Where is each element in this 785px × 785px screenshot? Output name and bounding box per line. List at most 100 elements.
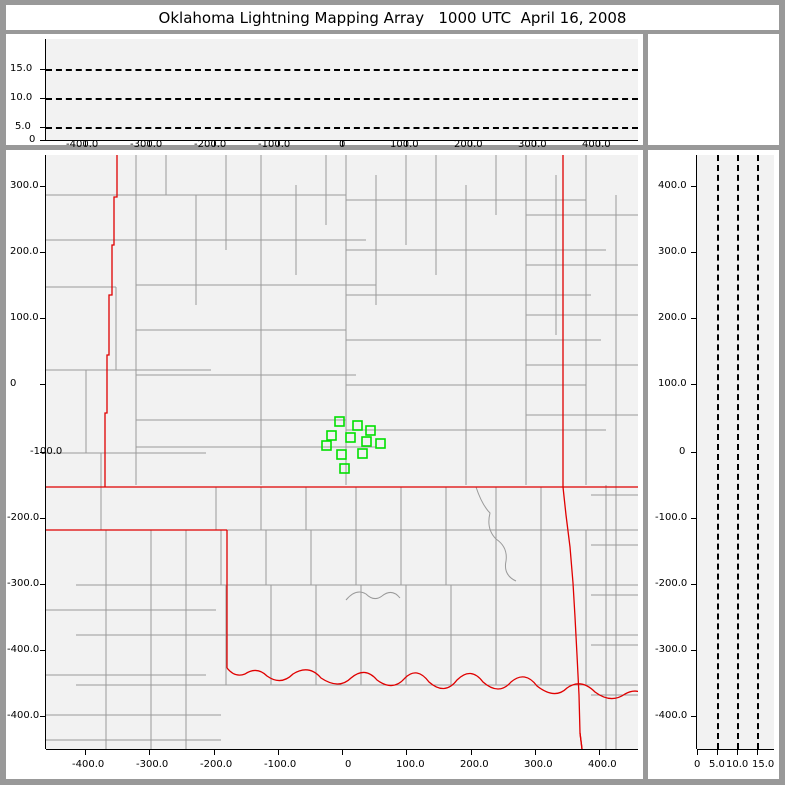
map-x-tick--300 [149,750,150,755]
right-y-tick-400 [691,186,697,187]
map-y-tick--200 [40,584,46,585]
x-tick-0 [342,141,343,146]
y-tick-5 [40,127,46,128]
x-ticklabel--100: -100.0 [258,139,291,150]
gridline-y-5 [46,127,638,129]
map-x-ticklabel-0: 0 [345,759,352,770]
map-x-tick--200 [214,750,215,755]
map-x-ticklabel-200: 200.0 [460,759,489,770]
plot-area-top-left[interactable] [46,39,638,140]
gridline-y-15 [46,69,638,71]
gridline-x-15 [757,155,759,749]
x-tick-100 [406,141,407,146]
x-tick-300 [535,141,536,146]
map-y-ticklabel--400b: -400.0 [7,710,40,721]
right-y-ticklabel-100: 100.0 [658,378,687,389]
panel-blank-top-right[interactable] [648,34,779,145]
map-x-tick-300 [535,750,536,755]
map-y-tick-300 [40,252,46,253]
right-y-ticklabel--300: -300.0 [655,644,688,655]
map-x-ticklabel-300: 300.0 [524,759,553,770]
panel-altitude-vs-north-south[interactable]: 400.0 300.0 200.0 100.0 0 -100.0 -200.0 … [648,150,779,779]
x-tick--100 [278,141,279,146]
x-ticklabel--200: -200.0 [194,139,227,150]
map-y-tick--400 [40,716,46,717]
right-x-tick-15 [757,750,758,755]
right-y-ticklabel--100: -100.0 [655,512,688,523]
right-y-ticklabel-0: 0 [679,446,686,457]
gridline-x-10 [737,155,739,749]
x-ticklabel--400: -400.0 [66,139,99,150]
map-x-tick-0 [342,750,343,755]
x-ticklabel-0: 0 [339,139,346,150]
right-y-tick-300 [691,252,697,253]
map-y-tick-0 [40,452,46,453]
x-ticklabel--300: -300.0 [130,139,163,150]
right-y-ticklabel--200: -200.0 [655,578,688,589]
right-x-ticklabel-15: 15.0 [752,759,775,770]
map-x-ticklabel-400: 400.0 [588,759,617,770]
map-y-ticklabel-400: 300.0 [10,180,39,191]
page-title: Oklahoma Lightning Mapping Array 1000 UT… [158,8,627,27]
map-x-tick-400 [599,750,600,755]
right-y-ticklabel-200: 200.0 [658,312,687,323]
map-y-tick-100 [40,384,46,385]
map-y-tick--300 [40,650,46,651]
map-y-ticklabel--300: -400.0 [7,644,40,655]
map-y-tick--100 [40,518,46,519]
map-y-ticklabel--100: -200.0 [7,512,40,523]
map-y-ticklabel-100: 0 [10,378,17,389]
right-x-ticklabel-5: 5.0 [709,759,725,770]
gridline-x-5 [717,155,719,749]
right-y-tick--100 [691,518,697,519]
right-x-tick-10 [737,750,738,755]
map-y-tick-200 [40,318,46,319]
plot-area-right[interactable] [697,155,774,749]
map-y-ticklabel-200: 100.0 [10,312,39,323]
map-graphic [46,155,638,749]
map-y-ticklabel-300: 200.0 [10,246,39,257]
panel-time-vs-east-west[interactable]: 15.0 10.0 5.0 0 [6,34,643,146]
right-x-ticklabel-10: 10.0 [726,759,749,770]
title-bar: Oklahoma Lightning Mapping Array 1000 UT… [6,5,779,30]
right-x-tick-5 [717,750,718,755]
x-tick--200 [214,141,215,146]
map-y-ticklabel-0: -100.0 [30,446,63,457]
y-tick-10 [40,98,46,99]
right-y-ticklabel-300: 300.0 [658,246,687,257]
map-y-tick-400 [40,186,46,187]
right-x-tick-0 [697,750,698,755]
panel-map[interactable]: 300.0 200.0 100.0 0 -100.0 -200.0 -300.0… [6,150,643,779]
y-tick-0 [40,140,46,141]
y-ticklabel-15: 15.0 [10,63,33,74]
map-x-ticklabel--300: -300.0 [136,759,169,770]
right-x-ticklabel-0: 0 [694,759,701,770]
map-y-ticklabel--200: -300.0 [7,578,40,589]
gridline-y-10 [46,98,638,100]
state-borders [46,155,638,749]
map-x-tick-100 [406,750,407,755]
map-x-ticklabel--100: -100.0 [264,759,297,770]
y-ticklabel-10: 10.0 [10,92,33,103]
map-x-ticklabel--400: -400.0 [72,759,105,770]
map-x-tick-200 [471,750,472,755]
x-tick--300 [149,141,150,146]
plot-area-map[interactable] [46,155,638,749]
right-y-tick-0 [691,452,697,453]
right-y-tick--300 [691,650,697,651]
x-ticklabel-300: 300.0 [518,139,547,150]
map-x-ticklabel-100: 100.0 [396,759,425,770]
x-tick-400 [599,141,600,146]
x-ticklabel-100: 100.0 [390,139,419,150]
y-axis-line-top-left [45,39,46,140]
y-tick-15 [40,69,46,70]
x-axis-line-top-left [46,140,638,141]
y-ticklabel-5: 5.0 [15,121,31,132]
map-x-tick--100 [278,750,279,755]
right-y-tick-100 [691,384,697,385]
right-y-tick-200 [691,318,697,319]
map-x-tick--400 [85,750,86,755]
y-ticklabel-0: 0 [29,134,36,145]
lma-station-markers[interactable] [321,416,386,474]
x-axis-line-map [46,749,638,750]
